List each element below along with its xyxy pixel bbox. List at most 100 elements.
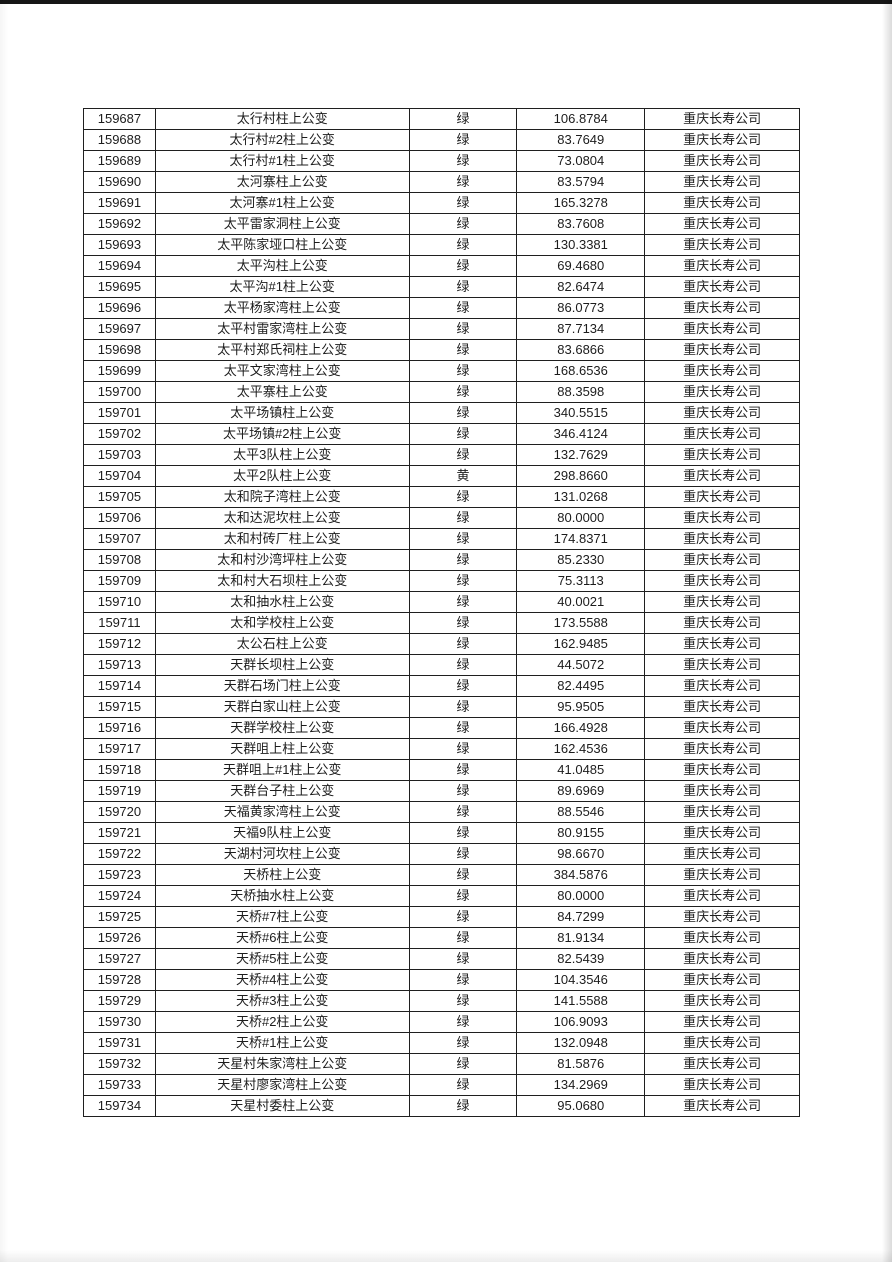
status-cell: 绿	[408, 591, 518, 613]
page-top-edge-bar	[0, 0, 892, 4]
capacity-cell: 73.0804	[516, 150, 646, 172]
company-cell: 重庆长寿公司	[644, 1074, 800, 1096]
transformer-name-cell: 太和抽水柱上公变	[154, 591, 410, 613]
capacity-cell: 134.2969	[516, 1074, 646, 1096]
table-row: 159712 太公石柱上公变 绿 162.9485 重庆长寿公司	[83, 633, 800, 655]
status-cell: 绿	[408, 234, 518, 256]
table-row: 159720 天福黄家湾柱上公变 绿 88.5546 重庆长寿公司	[83, 801, 800, 823]
table-row: 159721 天福9队柱上公变 绿 80.9155 重庆长寿公司	[83, 822, 800, 844]
row-id-cell: 159700	[83, 381, 156, 403]
row-id-cell: 159721	[83, 822, 156, 844]
capacity-cell: 173.5588	[516, 612, 646, 634]
company-cell: 重庆长寿公司	[644, 822, 800, 844]
table-row: 159722 天湖村河坎柱上公变 绿 98.6670 重庆长寿公司	[83, 843, 800, 865]
row-id-cell: 159696	[83, 297, 156, 319]
table-row: 159708 太和村沙湾坪柱上公变 绿 85.2330 重庆长寿公司	[83, 549, 800, 571]
transformer-name-cell: 太和院子湾柱上公变	[154, 486, 410, 508]
status-cell: 绿	[408, 675, 518, 697]
capacity-cell: 174.8371	[516, 528, 646, 550]
row-id-cell: 159714	[83, 675, 156, 697]
company-cell: 重庆长寿公司	[644, 1032, 800, 1054]
company-cell: 重庆长寿公司	[644, 801, 800, 823]
status-cell: 绿	[408, 633, 518, 655]
capacity-cell: 95.0680	[516, 1095, 646, 1117]
table-row: 159706 太和达泥坎柱上公变 绿 80.0000 重庆长寿公司	[83, 507, 800, 529]
company-cell: 重庆长寿公司	[644, 675, 800, 697]
table-row: 159691 太河寨#1柱上公变 绿 165.3278 重庆长寿公司	[83, 192, 800, 214]
transformer-name-cell: 天群台子柱上公变	[154, 780, 410, 802]
status-cell: 绿	[408, 1095, 518, 1117]
row-id-cell: 159688	[83, 129, 156, 151]
row-id-cell: 159731	[83, 1032, 156, 1054]
company-cell: 重庆长寿公司	[644, 402, 800, 424]
status-cell: 绿	[408, 990, 518, 1012]
table-row: 159699 太平文家湾柱上公变 绿 168.6536 重庆长寿公司	[83, 360, 800, 382]
status-cell: 绿	[408, 654, 518, 676]
table-row: 159733 天星村廖家湾柱上公变 绿 134.2969 重庆长寿公司	[83, 1074, 800, 1096]
company-cell: 重庆长寿公司	[644, 213, 800, 235]
row-id-cell: 159724	[83, 885, 156, 907]
row-id-cell: 159713	[83, 654, 156, 676]
row-id-cell: 159723	[83, 864, 156, 886]
status-cell: 绿	[408, 192, 518, 214]
transformer-name-cell: 天星村廖家湾柱上公变	[154, 1074, 410, 1096]
table-row: 159703 太平3队柱上公变 绿 132.7629 重庆长寿公司	[83, 444, 800, 466]
capacity-cell: 82.4495	[516, 675, 646, 697]
table-row: 159728 天桥#4柱上公变 绿 104.3546 重庆长寿公司	[83, 969, 800, 991]
transformer-name-cell: 天群白家山柱上公变	[154, 696, 410, 718]
transformer-name-cell: 太平村雷家湾柱上公变	[154, 318, 410, 340]
table-row: 159693 太平陈家垭口柱上公变 绿 130.3381 重庆长寿公司	[83, 234, 800, 256]
capacity-cell: 168.6536	[516, 360, 646, 382]
company-cell: 重庆长寿公司	[644, 885, 800, 907]
company-cell: 重庆长寿公司	[644, 969, 800, 991]
company-cell: 重庆长寿公司	[644, 780, 800, 802]
transformer-name-cell: 太和学校柱上公变	[154, 612, 410, 634]
capacity-cell: 87.7134	[516, 318, 646, 340]
status-cell: 绿	[408, 570, 518, 592]
company-cell: 重庆长寿公司	[644, 717, 800, 739]
row-id-cell: 159717	[83, 738, 156, 760]
row-id-cell: 159710	[83, 591, 156, 613]
company-cell: 重庆长寿公司	[644, 843, 800, 865]
company-cell: 重庆长寿公司	[644, 906, 800, 928]
status-cell: 绿	[408, 1032, 518, 1054]
status-cell: 绿	[408, 738, 518, 760]
status-cell: 绿	[408, 129, 518, 151]
capacity-cell: 106.9093	[516, 1011, 646, 1033]
company-cell: 重庆长寿公司	[644, 570, 800, 592]
company-cell: 重庆长寿公司	[644, 528, 800, 550]
capacity-cell: 95.9505	[516, 696, 646, 718]
row-id-cell: 159699	[83, 360, 156, 382]
row-id-cell: 159692	[83, 213, 156, 235]
company-cell: 重庆长寿公司	[644, 591, 800, 613]
company-cell: 重庆长寿公司	[644, 339, 800, 361]
table-row: 159726 天桥#6柱上公变 绿 81.9134 重庆长寿公司	[83, 927, 800, 949]
status-cell: 绿	[408, 1011, 518, 1033]
capacity-cell: 89.6969	[516, 780, 646, 802]
row-id-cell: 159722	[83, 843, 156, 865]
table-row: 159713 天群长坝柱上公变 绿 44.5072 重庆长寿公司	[83, 654, 800, 676]
row-id-cell: 159698	[83, 339, 156, 361]
company-cell: 重庆长寿公司	[644, 759, 800, 781]
row-id-cell: 159706	[83, 507, 156, 529]
company-cell: 重庆长寿公司	[644, 171, 800, 193]
transformer-name-cell: 天桥#5柱上公变	[154, 948, 410, 970]
status-cell: 黄	[408, 465, 518, 487]
table-row: 159731 天桥#1柱上公变 绿 132.0948 重庆长寿公司	[83, 1032, 800, 1054]
transformer-name-cell: 太行村#2柱上公变	[154, 129, 410, 151]
status-cell: 绿	[408, 1053, 518, 1075]
table-row: 159709 太和村大石坝柱上公变 绿 75.3113 重庆长寿公司	[83, 570, 800, 592]
transformer-name-cell: 太平3队柱上公变	[154, 444, 410, 466]
company-cell: 重庆长寿公司	[644, 465, 800, 487]
transformer-name-cell: 太平陈家垭口柱上公变	[154, 234, 410, 256]
status-cell: 绿	[408, 864, 518, 886]
table-row: 159692 太平雷家洞柱上公变 绿 83.7608 重庆长寿公司	[83, 213, 800, 235]
transformer-name-cell: 天桥#1柱上公变	[154, 1032, 410, 1054]
table-row: 159719 天群台子柱上公变 绿 89.6969 重庆长寿公司	[83, 780, 800, 802]
table-row: 159687 太行村柱上公变 绿 106.8784 重庆长寿公司	[83, 108, 800, 130]
status-cell: 绿	[408, 318, 518, 340]
row-id-cell: 159704	[83, 465, 156, 487]
transformer-name-cell: 天群学校柱上公变	[154, 717, 410, 739]
status-cell: 绿	[408, 1074, 518, 1096]
